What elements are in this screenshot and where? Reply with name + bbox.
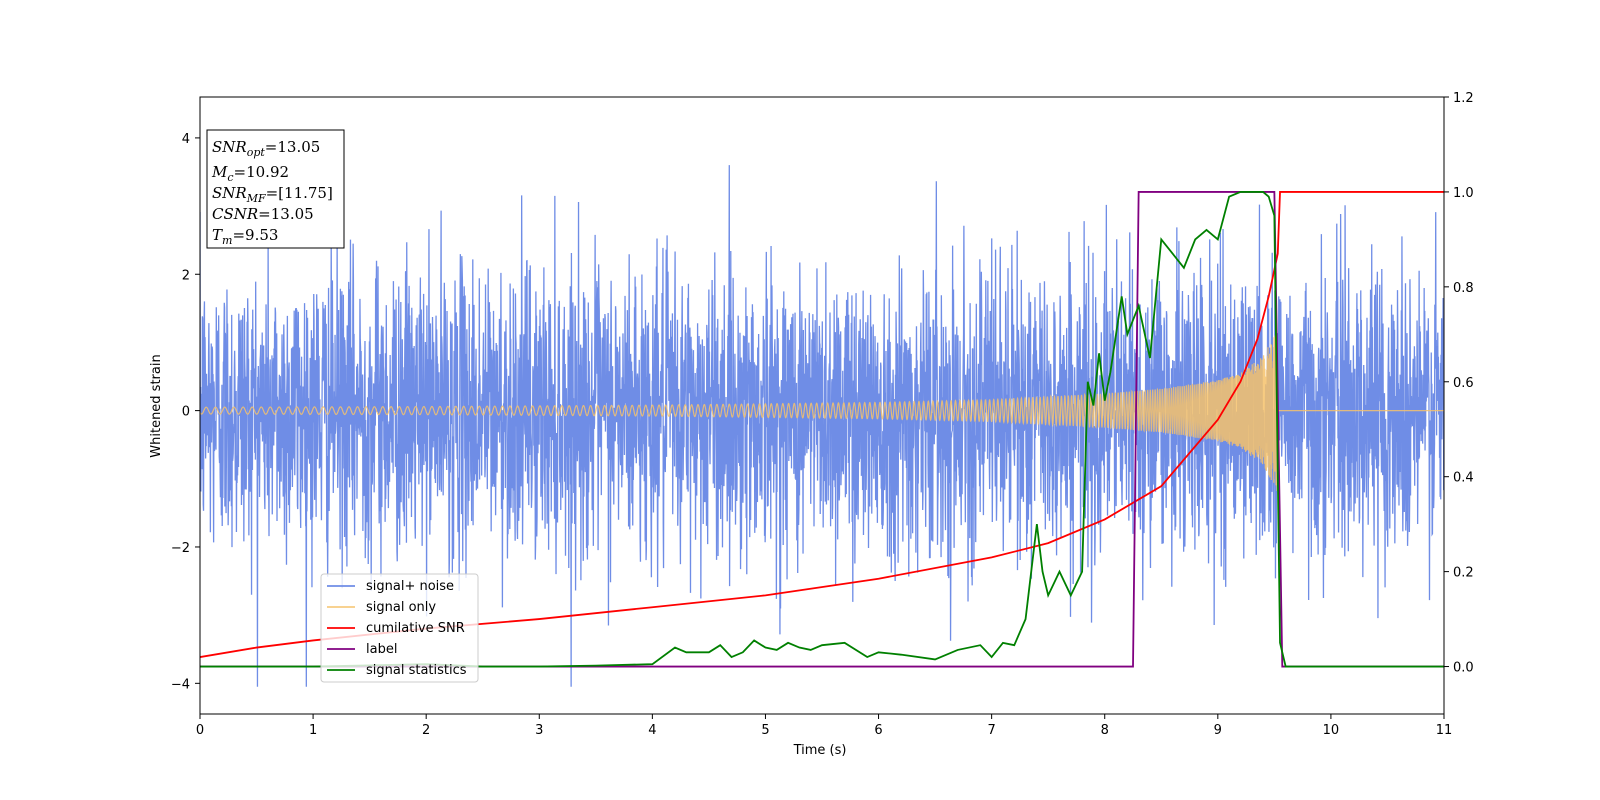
- y-left-tick-label: 2: [182, 268, 190, 283]
- x-tick-label: 6: [874, 723, 882, 738]
- annotation-line: Tm=9.53: [212, 226, 278, 247]
- legend-label: label: [366, 642, 397, 657]
- annotation-line: CSNR=13.05: [212, 205, 314, 223]
- series-signal-only-line: [200, 332, 1444, 492]
- y-right-tick-label: 0.8: [1453, 281, 1474, 296]
- legend-label: signal only: [366, 600, 436, 615]
- legend-label: signal statistics: [366, 663, 467, 678]
- legend-label: cumilative SNR: [366, 621, 465, 636]
- x-tick-label: 7: [987, 723, 995, 738]
- y-right-tick-label: 0.0: [1453, 661, 1474, 676]
- annotation-box: SNRopt=13.05 Mc=10.92SNRMF=[11.75]CSNR=13…: [206, 129, 345, 249]
- x-tick-label: 4: [648, 723, 656, 738]
- x-axis-label: Time (s): [793, 743, 847, 758]
- y-right-tick-label: 1.2: [1453, 91, 1474, 106]
- annotation-line: SNRopt=13.05: [212, 138, 320, 159]
- x-tick-label: 10: [1323, 723, 1340, 738]
- legend-frame: [320, 573, 479, 683]
- legend: signal+ noise signal only cumilative SNR la…: [320, 573, 479, 683]
- y-left-tick-label: 0: [182, 405, 190, 420]
- y-left-tick-label: 4: [182, 132, 190, 147]
- y-right-tick-label: 0.2: [1453, 566, 1474, 581]
- axes-frame: [199, 96, 1445, 715]
- y-axis-label: Whitened strain: [149, 354, 164, 457]
- y-right-tick-label: 0.6: [1453, 376, 1474, 391]
- x-tick-label: 1: [309, 723, 317, 738]
- series-signal-statistics-line: [200, 191, 1444, 668]
- legend-label: signal+ noise: [366, 579, 454, 594]
- y-left-tick-label: −2: [171, 541, 190, 556]
- annotation-line: Mc=10.92: [211, 163, 289, 184]
- x-tick-label: 9: [1214, 723, 1222, 738]
- axis-ticks: 0 1 2 3 4 5 6 7 8 9 10 11 −4 −2 0 2 4 0.0 0.2 0.4 0.6 0.8 1.0 1…: [171, 91, 1474, 738]
- y-left-tick-label: −4: [171, 677, 190, 692]
- x-tick-label: 2: [422, 723, 430, 738]
- x-tick-label: 0: [196, 723, 204, 738]
- y-right-tick-label: 0.4: [1453, 471, 1474, 486]
- x-tick-label: 8: [1101, 723, 1109, 738]
- annotation-frame: [206, 129, 345, 249]
- x-tick-label: 5: [761, 723, 769, 738]
- annotation-line: SNRMF=[11.75]: [212, 184, 333, 205]
- x-tick-label: 3: [535, 723, 543, 738]
- y-right-tick-label: 1.0: [1453, 186, 1474, 201]
- x-tick-label: 11: [1436, 723, 1453, 738]
